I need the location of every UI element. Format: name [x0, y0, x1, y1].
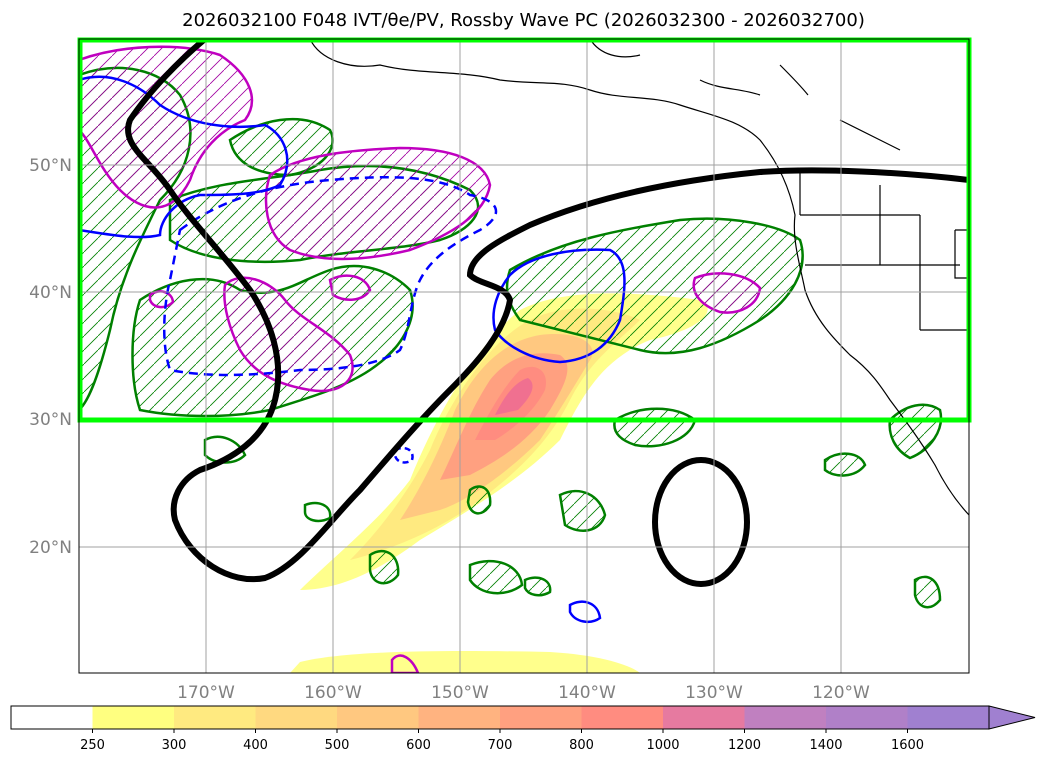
colorbar-tick-label: 700 [488, 738, 513, 753]
colorbar-segment [744, 706, 827, 729]
pv-contours [125, 39, 969, 587]
theta-e-negative-contours [79, 75, 626, 624]
colorbar-segment [174, 706, 256, 729]
colorbar-segment [500, 706, 582, 729]
colorbar-segment [663, 706, 745, 729]
colorbar-extend-arrow [988, 705, 1036, 730]
lon-label-120w: 120°W [812, 683, 870, 703]
colorbar-segment [337, 706, 419, 729]
colorbar-tick-label: 300 [162, 738, 187, 753]
lon-label-160w: 160°W [304, 683, 362, 703]
lat-label-30: 30°N [29, 410, 72, 430]
coastlines [309, 39, 969, 516]
colorbar-segment [907, 706, 990, 729]
map-title: 2026032100 F048 IVT/θe/PV, Rossby Wave P… [182, 10, 865, 31]
colorbar-tick-label: 400 [243, 738, 268, 753]
colorbar-segment [92, 706, 175, 729]
lon-label-150w: 150°W [431, 683, 489, 703]
colorbar-tick-label: 1000 [646, 738, 679, 753]
colorbar-segment [255, 706, 338, 729]
colorbar-segment [11, 706, 93, 729]
lon-label-170w: 170°W [177, 683, 235, 703]
lat-label-50: 50°N [29, 156, 72, 176]
lon-label-140w: 140°W [558, 683, 616, 703]
colorbar-tick-label: 1600 [891, 738, 924, 753]
colorbar-tick-label: 500 [325, 738, 350, 753]
colorbar: 250 300 400 500 600 700 800 1000 1200 1400 1600 [10, 705, 1036, 753]
lat-label-40: 40°N [29, 283, 72, 303]
lat-label-20: 20°N [29, 538, 72, 558]
colorbar-segment [418, 706, 501, 729]
lon-label-130w: 130°W [685, 683, 743, 703]
colorbar-tick-label: 1400 [809, 738, 842, 753]
colorbar-tick-label: 800 [569, 738, 594, 753]
colorbar-tick-label: 600 [406, 738, 431, 753]
colorbar-segment [826, 706, 908, 729]
ivt-shading [290, 293, 708, 673]
colorbar-tick-label: 250 [80, 738, 105, 753]
colorbar-segment [581, 706, 664, 729]
colorbar-tick-label: 1200 [728, 738, 761, 753]
